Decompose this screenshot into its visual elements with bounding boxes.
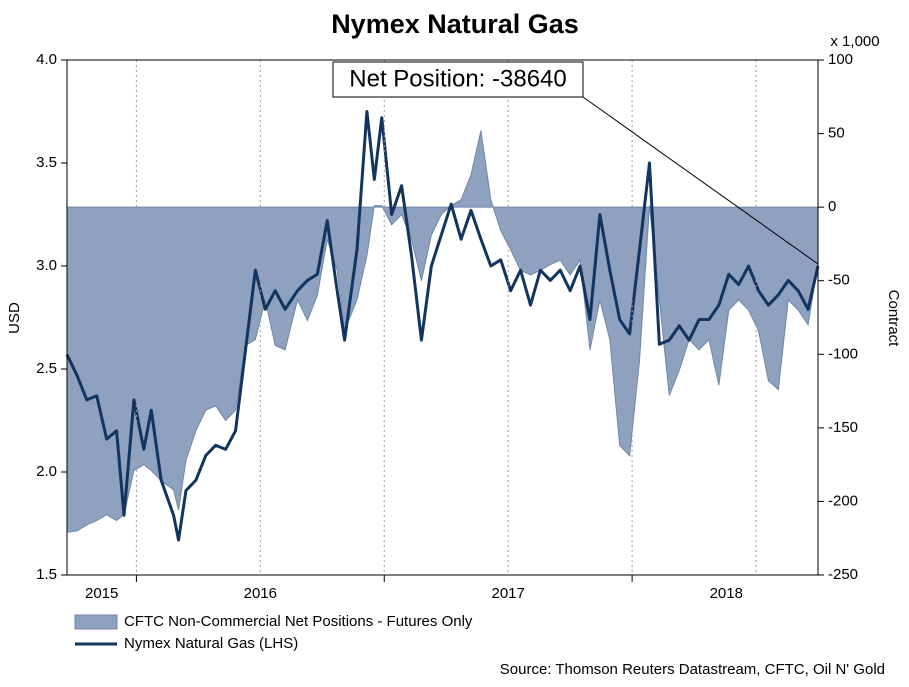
x-tick-label: 2018 bbox=[710, 585, 743, 602]
annotation-leader bbox=[582, 96, 819, 265]
annotation-box bbox=[332, 61, 584, 98]
y2-tick-label: 0 bbox=[828, 198, 836, 215]
line bbox=[65, 110, 820, 542]
y2-tick-label: -250 bbox=[828, 566, 858, 583]
x-tick-label: 2015 bbox=[85, 585, 118, 602]
plot-frame bbox=[66, 59, 819, 576]
y-tick-label: 4.0 bbox=[36, 51, 57, 68]
y-axis-label: USD bbox=[6, 302, 23, 334]
y-tick-label: 1.5 bbox=[36, 566, 57, 583]
area bbox=[66, 130, 819, 533]
y2-tick-label: -50 bbox=[828, 272, 850, 289]
x-tick-label: 2017 bbox=[491, 585, 524, 602]
source: Source: Thomson Reuters Datastream, CFTC… bbox=[500, 661, 885, 678]
y-tick-label: 3.0 bbox=[36, 257, 57, 274]
legend-label: CFTC Non-Commercial Net Positions - Futu… bbox=[124, 613, 473, 630]
annotation: Net Position: -38640 bbox=[349, 65, 566, 92]
x-tick-label: 2016 bbox=[244, 585, 277, 602]
y2-tick-label: -100 bbox=[828, 345, 858, 362]
plot-area bbox=[65, 110, 820, 542]
y-tick-label: 3.5 bbox=[36, 154, 57, 171]
y2-tick-label: 50 bbox=[828, 125, 845, 142]
y2-tick-label: -150 bbox=[828, 419, 858, 436]
y2-unit: x 1,000 bbox=[830, 33, 879, 50]
y2-axis-label: Contract bbox=[885, 290, 902, 348]
legend-label: Nymex Natural Gas (LHS) bbox=[124, 635, 298, 652]
y-tick-label: 2.5 bbox=[36, 360, 57, 377]
y2-tick-label: -200 bbox=[828, 492, 858, 509]
y-tick-label: 2.0 bbox=[36, 463, 57, 480]
y2-tick-label: 100 bbox=[828, 51, 853, 68]
chart-title: Nymex Natural Gas bbox=[331, 9, 579, 39]
legend-swatch bbox=[74, 614, 118, 630]
